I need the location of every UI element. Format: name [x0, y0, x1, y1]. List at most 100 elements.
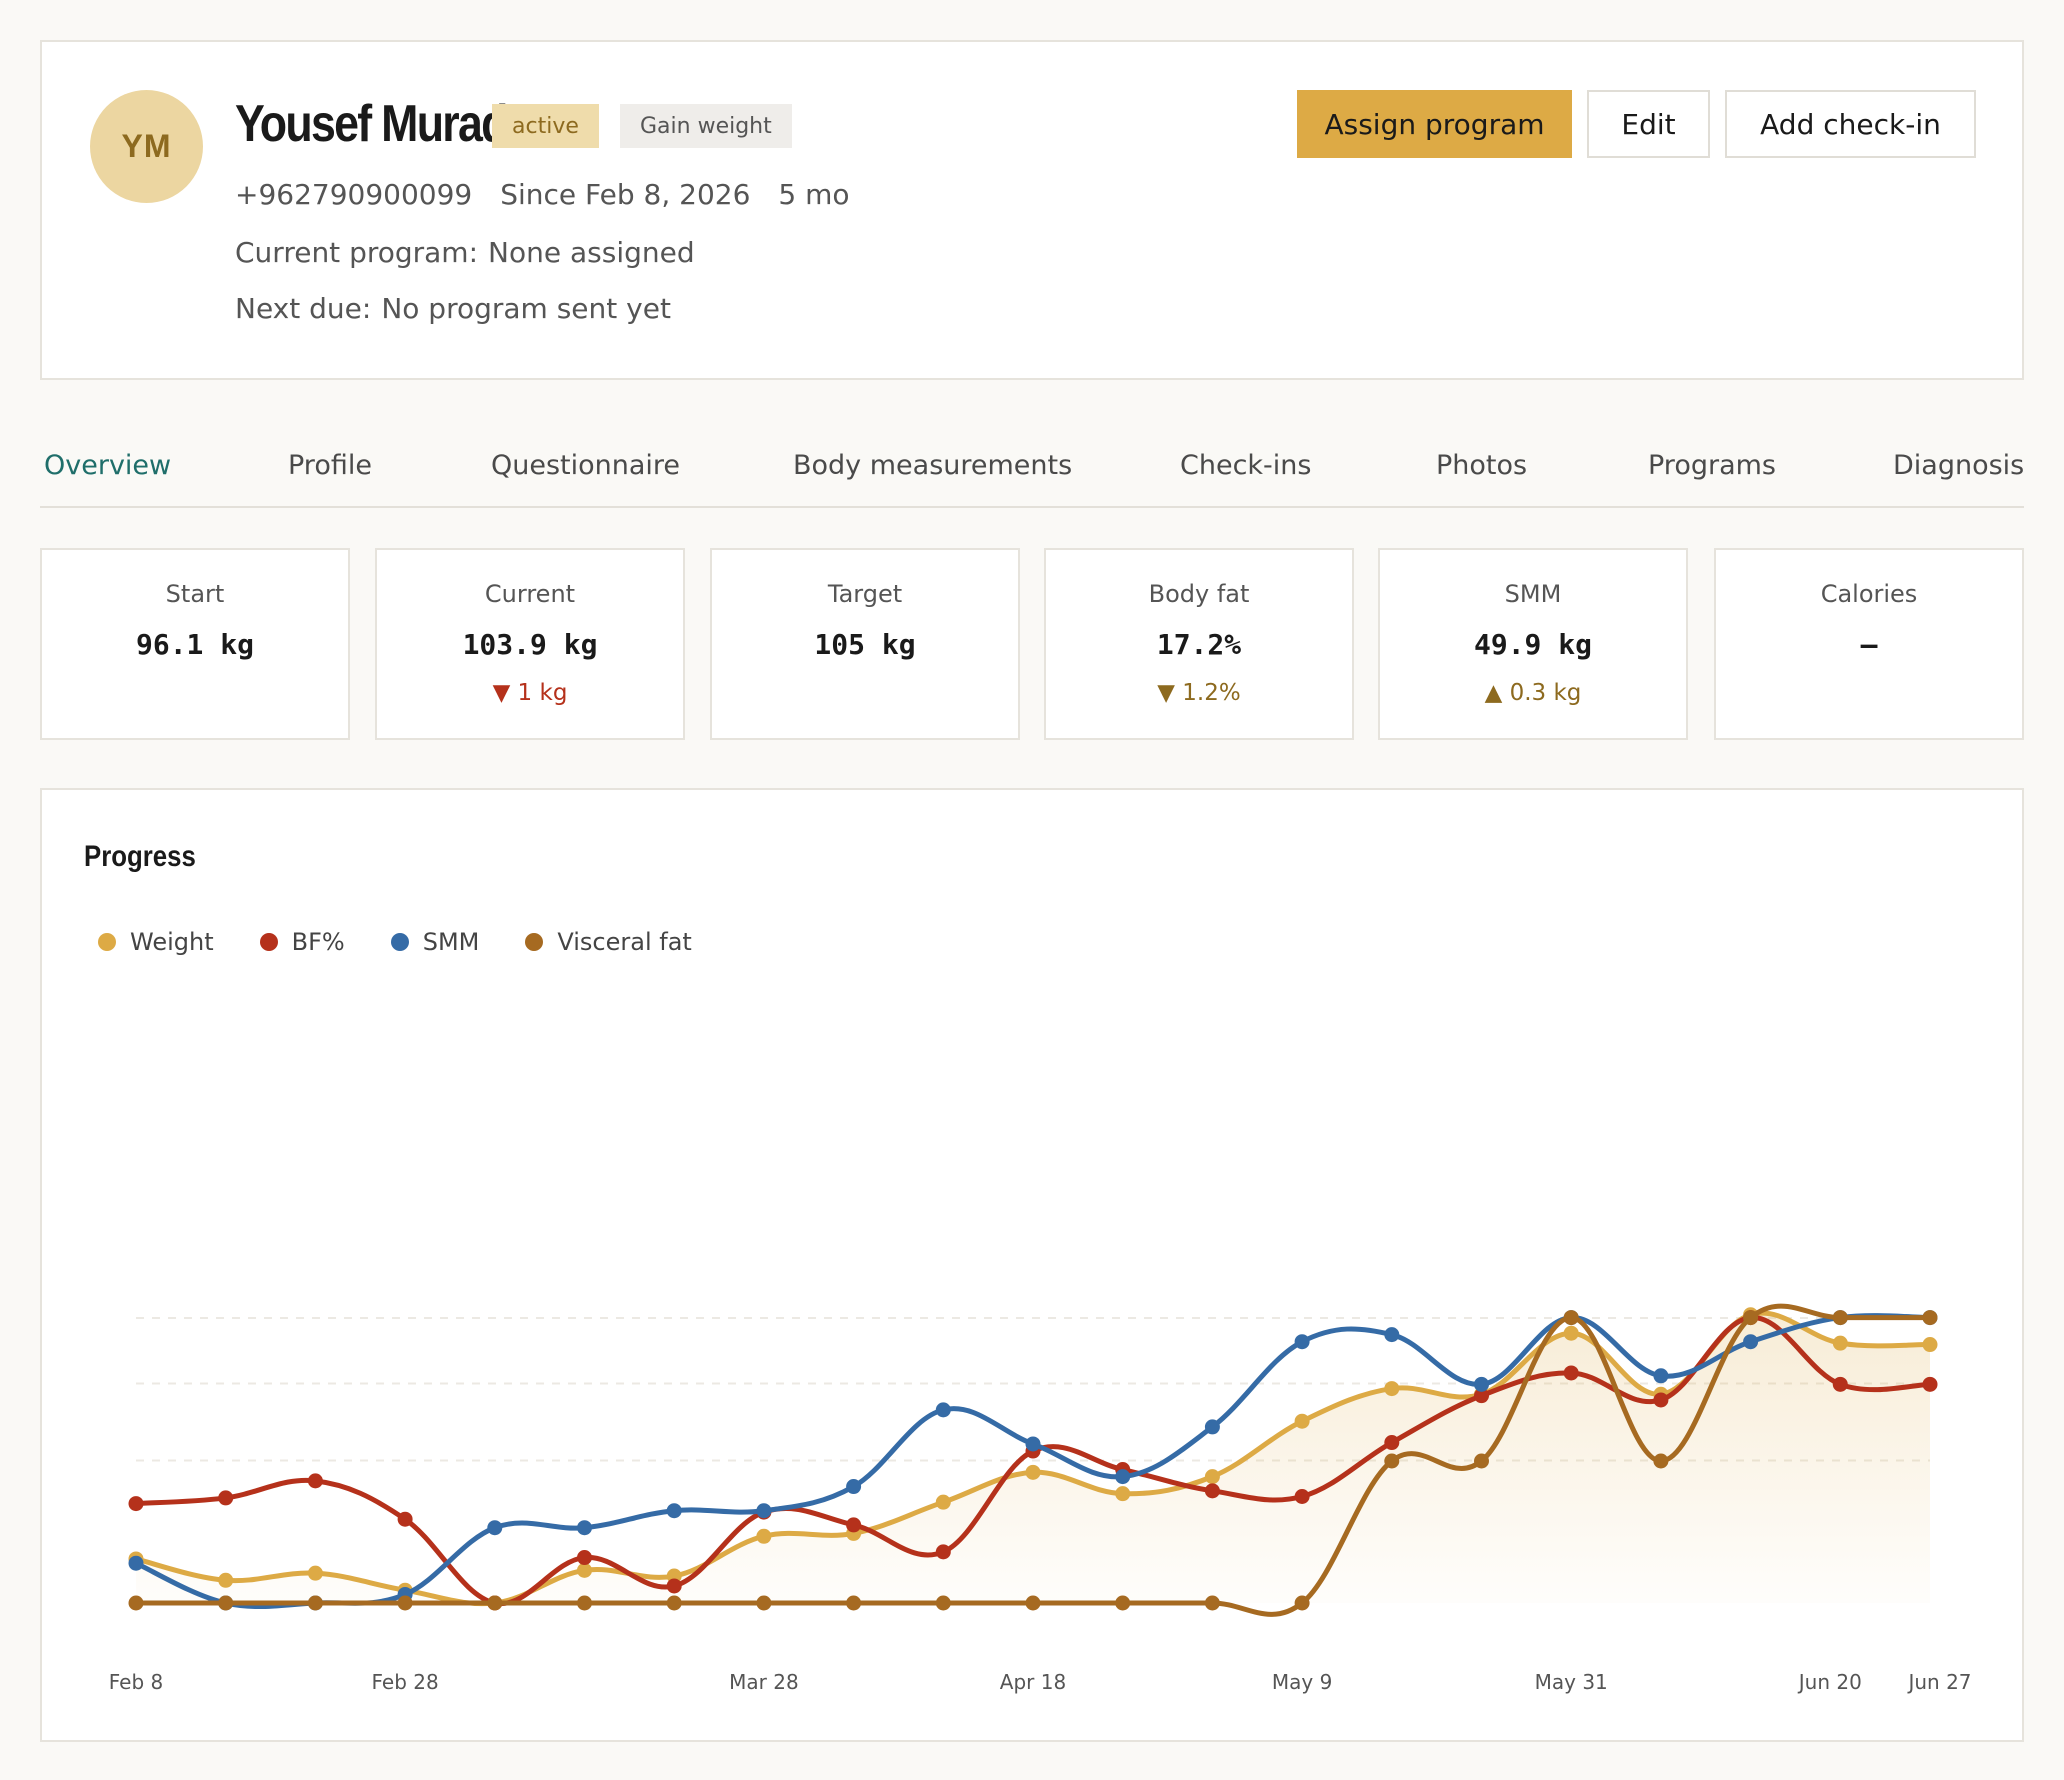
tab-body-measurements[interactable]: Body measurements — [793, 450, 1073, 481]
stat-label: Body fat — [1148, 580, 1250, 608]
stat-label: Target — [827, 580, 903, 608]
legend-item-bf[interactable]: BF% — [259, 928, 345, 956]
data-point-weight — [1563, 1325, 1579, 1341]
legend-swatch — [525, 933, 544, 951]
avatar: YM — [90, 90, 203, 203]
progress-chart: Feb 8 Feb 28 Mar 28 Apr 18 May 9 May 31 Jun 20… — [109, 1303, 1972, 1694]
stat-card-body-fat: Body fat 17.2% ▼ 1.2% — [1044, 548, 1354, 740]
chart-title: Progress — [84, 840, 196, 873]
legend-item-smm[interactable]: SMM — [390, 928, 480, 956]
stat-value: — — [1860, 628, 1878, 661]
data-point-weight — [1025, 1464, 1041, 1480]
tab-check-ins[interactable]: Check-ins — [1180, 450, 1312, 481]
data-point-bf — [307, 1473, 323, 1489]
stat-value: 49.9 kg — [1473, 628, 1592, 661]
stat-value: 105 kg — [814, 628, 916, 661]
data-point-smm — [1025, 1436, 1041, 1452]
data-point-visceral — [1115, 1595, 1131, 1611]
data-point-visceral — [1294, 1595, 1310, 1611]
stat-delta: ▼ 1.2% — [1157, 680, 1241, 706]
data-point-visceral — [1025, 1595, 1041, 1611]
data-point-weight — [1294, 1413, 1310, 1429]
edit-button[interactable]: Edit — [1587, 90, 1710, 158]
x-tick-label: May 9 — [1272, 1670, 1332, 1694]
tab-programs[interactable]: Programs — [1648, 450, 1776, 481]
data-point-smm — [1743, 1334, 1759, 1350]
next-due-line: Next due: No program sent yet — [235, 292, 699, 325]
tab-profile[interactable]: Profile — [288, 450, 372, 481]
data-point-weight — [218, 1572, 234, 1588]
legend-swatch — [98, 933, 116, 951]
assign-program-button[interactable]: Assign program — [1297, 90, 1572, 158]
data-point-visceral — [1832, 1310, 1848, 1326]
current-program-line: Current program: None assigned — [235, 236, 723, 269]
data-point-visceral — [218, 1595, 234, 1611]
data-point-visceral — [666, 1595, 682, 1611]
legend-label: SMM — [422, 928, 480, 956]
x-tick-label: Apr 18 — [1000, 1670, 1066, 1694]
stat-value: 103.9 kg — [462, 628, 598, 661]
x-tick-label: Feb 8 — [109, 1670, 164, 1694]
data-point-visceral — [307, 1595, 323, 1611]
data-point-visceral — [1743, 1310, 1759, 1326]
data-point-weight — [935, 1494, 951, 1510]
x-tick-label: Mar 28 — [729, 1670, 799, 1694]
legend-swatch — [259, 933, 278, 951]
stat-card-target: Target 105 kg — [710, 548, 1020, 740]
data-point-bf — [1563, 1365, 1579, 1381]
data-point-bf — [397, 1511, 413, 1527]
data-point-bf — [218, 1490, 234, 1506]
client-meta-line: +962790900099 Since Feb 8, 2026 5 mo — [235, 178, 878, 211]
data-point-visceral — [487, 1595, 503, 1611]
data-point-smm — [1474, 1376, 1489, 1392]
stat-card-calories: Calories — — [1714, 548, 2024, 740]
stat-card-start: Start 96.1 kg — [40, 548, 350, 740]
legend-item-weight[interactable]: Weight — [98, 928, 214, 956]
data-point-smm — [666, 1503, 682, 1519]
data-point-weight — [756, 1528, 772, 1544]
data-point-smm — [1115, 1469, 1131, 1485]
data-point-bf — [1294, 1489, 1310, 1504]
data-point-visceral — [397, 1595, 413, 1611]
data-point-visceral — [128, 1595, 144, 1611]
data-point-visceral — [1653, 1453, 1669, 1469]
stat-label: Current — [484, 580, 576, 608]
data-point-visceral — [756, 1595, 772, 1611]
data-point-visceral — [1204, 1595, 1220, 1611]
data-point-bf — [1922, 1376, 1938, 1392]
legend-item-visceral-fat[interactable]: Visceral fat — [525, 928, 692, 956]
data-point-weight — [307, 1565, 323, 1581]
tab-overview[interactable]: Overview — [44, 450, 172, 481]
data-point-weight — [577, 1562, 592, 1578]
data-point-smm — [935, 1402, 951, 1418]
tab-bar: Overview Profile Questionnaire Body meas… — [40, 440, 2024, 508]
data-point-smm — [756, 1503, 772, 1519]
data-point-visceral — [1563, 1310, 1579, 1326]
client-phone: +962790900099 — [235, 178, 473, 211]
x-tick-label: Feb 28 — [371, 1670, 438, 1694]
data-point-bf — [1832, 1376, 1848, 1392]
data-point-smm — [846, 1479, 862, 1495]
data-point-bf — [1474, 1388, 1489, 1404]
data-point-bf — [128, 1496, 144, 1512]
stat-card-current: Current 103.9 kg ▼ 1 kg — [375, 548, 685, 740]
data-point-smm — [577, 1520, 592, 1536]
client-name: Yousef Murad — [235, 95, 508, 153]
tab-photos[interactable]: Photos — [1436, 450, 1528, 481]
tab-diagnosis[interactable]: Diagnosis — [1893, 450, 2025, 481]
legend-label: Visceral fat — [557, 928, 692, 956]
add-checkin-button[interactable]: Add check-in — [1725, 90, 1976, 158]
stat-delta: ▲ 0.3 kg — [1484, 680, 1582, 706]
goal-badge: Gain weight — [620, 104, 792, 148]
data-point-bf — [1384, 1435, 1400, 1451]
client-duration: 5 mo — [778, 178, 850, 211]
tab-questionnaire[interactable]: Questionnaire — [491, 450, 681, 481]
client-since: Since Feb 8, 2026 — [500, 178, 751, 211]
data-point-smm — [1384, 1327, 1400, 1343]
series-line-smm — [134, 1313, 1931, 1610]
data-point-bf — [1653, 1392, 1669, 1408]
data-point-bf — [846, 1517, 862, 1533]
data-point-visceral — [1384, 1453, 1400, 1469]
legend-label: Weight — [130, 928, 214, 956]
stat-delta: ▼ 1 kg — [492, 680, 568, 706]
